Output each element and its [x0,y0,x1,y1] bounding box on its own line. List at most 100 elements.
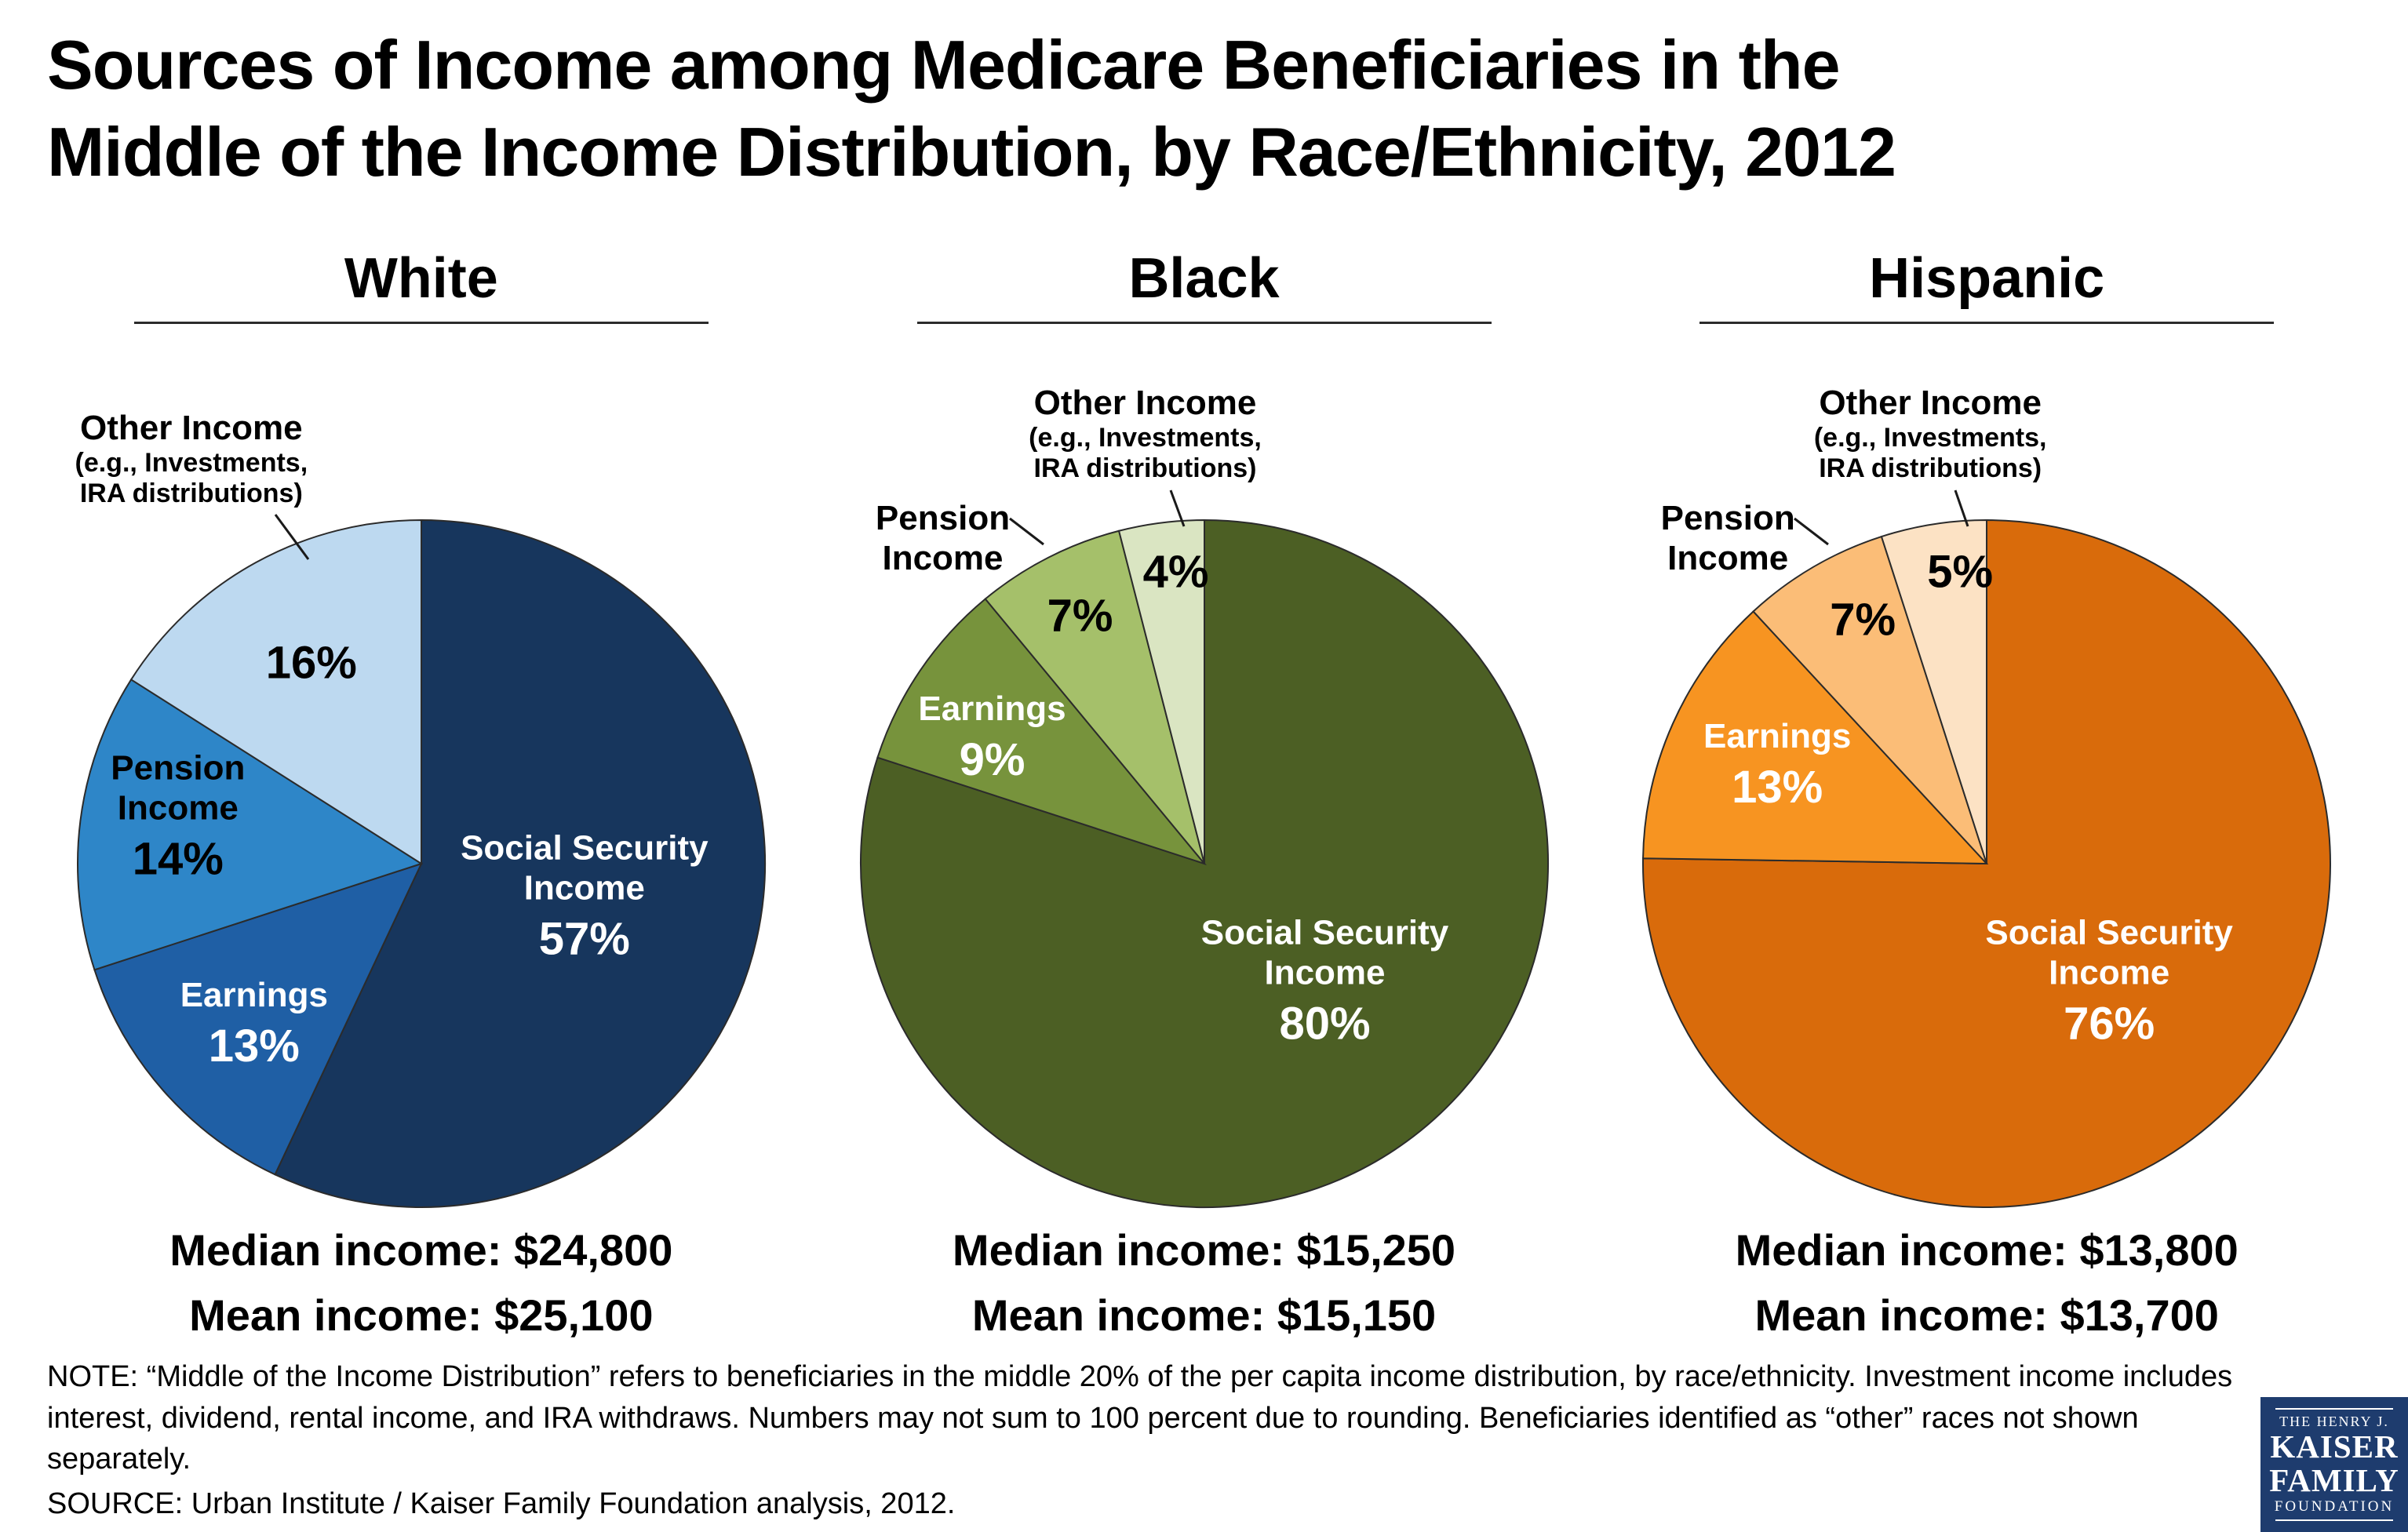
kff-logo-line1: THE HENRY J. [2279,1413,2389,1429]
hispanic-other-income-pct: 5% [1927,546,1994,598]
black-social-security-pct: 80% [1279,998,1371,1050]
white-pie-slices [76,519,766,1208]
pie-slice-other-income-e-g-investments-ira-distributions [1880,519,1988,864]
hispanic-mean-income: Mean income: $13,700 [1754,1290,2219,1340]
chart-hispanic-pie-area: Other Income (e.g., Investments, IRA dis… [1596,324,2377,1210]
chart-black: Black Other Income (e.g., Investments, I… [813,246,1596,1355]
pie-slice-social-security-income [1642,519,2332,1208]
other-income-label-sub1: (e.g., Investments, [1029,422,1262,453]
hispanic-pension-income-label: Pension Income [1661,498,1795,578]
pension-label-line1: Pension [111,748,246,788]
black-income-stats: Median income: $15,250 Mean income: $15,… [813,1225,1596,1341]
pension-label-line1: Pension [1660,498,1795,537]
chart-black-pie-area: Other Income (e.g., Investments, IRA dis… [814,324,1595,1210]
other-income-label-sub2: IRA distributions) [1033,453,1257,484]
kff-logo: THE HENRY J. KAISER FAMILY FOUNDATION [2260,1397,2408,1532]
earnings-label-text: Earnings [180,975,328,1014]
white-income-stats: Median income: $24,800 Mean income: $25,… [30,1225,813,1341]
black-other-income-pct: 4% [1142,546,1209,598]
pie-slice-earnings [93,862,423,1176]
white-median-income: Median income: $24,800 [169,1225,673,1275]
kff-logo-line2: KAISER [2270,1428,2399,1465]
other-income-label-sub1: (e.g., Investments, [1813,422,2047,453]
pie-slice-earnings [876,597,1207,865]
footer: NOTE: “Middle of the Income Distribution… [47,1356,2361,1524]
earnings-label-text: Earnings [918,689,1066,728]
pie-slice-pension-income [76,678,424,971]
other-income-label-title: Other Income [80,408,303,447]
white-earnings-pct: 13% [208,1020,300,1072]
hispanic-median-income: Median income: $13,800 [1735,1225,2239,1275]
hispanic-social-security-label: Social Security Income 76% [1985,912,2232,1050]
hispanic-income-stats: Median income: $13,800 Mean income: $13,… [1595,1225,2378,1341]
white-other-income-pct: 16% [265,637,357,689]
black-earnings-label: Earnings 9% [918,689,1066,786]
other-income-label-sub1: (e.g., Investments, [75,447,308,478]
chart-white: White Other Income (e.g., Investments, I… [30,246,813,1355]
black-pension-leader-line [1008,517,1044,545]
other-income-label-title: Other Income [1033,383,1257,422]
page-title-line-1: Sources of Income among Medicare Benefic… [47,26,1841,104]
black-pension-income-pct: 7% [1047,590,1113,642]
black-other-income-leader-line [1169,489,1185,527]
hispanic-pie-chart [1642,489,2332,1208]
chart-hispanic-group-title: Hispanic [1869,246,2105,310]
social-security-label-line2: Income [2049,953,2170,992]
earnings-label-text: Earnings [1703,716,1852,755]
source-text: SOURCE: Urban Institute / Kaiser Family … [47,1487,956,1520]
white-pension-income-pct: 14% [132,833,224,885]
chart-white-group-title: White [344,246,498,310]
black-pension-income-label: Pension Income [876,498,1010,578]
page-title-line-2: Middle of the Income Distribution, by Ra… [47,112,1896,191]
chart-black-group-title: Black [1128,246,1280,310]
white-other-income-leader-line [274,513,310,560]
kff-logo-line4: FOUNDATION [2274,1498,2395,1516]
hispanic-pie-slices [1642,519,2332,1208]
social-security-label-line2: Income [1264,953,1386,992]
charts-row: White Other Income (e.g., Investments, I… [0,246,2408,1355]
white-social-security-label: Social Security Income 57% [461,828,708,965]
social-security-label-line1: Social Security [1985,913,2233,952]
hispanic-pension-income-pct: 7% [1830,594,1896,646]
chart-white-pie-area: Other Income (e.g., Investments, IRA dis… [31,324,812,1210]
white-pie-chart [76,513,766,1208]
chart-hispanic-title-underline [1699,321,2275,324]
note-text: NOTE: “Middle of the Income Distribution… [47,1360,2233,1476]
black-other-income-label: Other Income (e.g., Investments, IRA dis… [1029,383,1262,485]
chart-hispanic: Hispanic Other Income (e.g., Investments… [1595,246,2378,1355]
pension-label-line2: Income [117,788,239,828]
white-earnings-label: Earnings 13% [180,975,328,1072]
pension-label-line2: Income [1667,538,1789,577]
chart-black-title-underline [916,321,1492,324]
pie-slice-pension-income [983,529,1205,864]
hispanic-other-income-leader-line [1954,489,1969,527]
black-pie-chart [859,489,1549,1208]
black-mean-income: Mean income: $15,150 [971,1290,1437,1340]
social-security-label-line1: Social Security [1200,913,1449,952]
black-earnings-pct: 9% [959,733,1025,785]
white-social-security-pct: 57% [538,913,630,965]
white-other-income-label: Other Income (e.g., Investments, IRA dis… [75,408,308,510]
other-income-label-sub2: IRA distributions) [79,479,303,509]
chart-white-title-underline [133,321,709,324]
pension-label-line1: Pension [875,498,1011,537]
hispanic-earnings-label: Earnings 13% [1703,716,1851,813]
pie-slice-other-income-e-g-investments-ira-distributions [129,519,422,865]
kff-logo-top-rule [2275,1407,2393,1410]
black-pie-slices [859,519,1549,1208]
hispanic-social-security-pct: 76% [2064,998,2155,1050]
hispanic-pension-leader-line [1794,517,1830,545]
hispanic-earnings-pct: 13% [1732,761,1823,813]
white-mean-income: Mean income: $25,100 [189,1290,654,1340]
pie-slice-earnings [1642,610,1989,864]
pie-slice-social-security-income [274,519,766,1208]
white-pension-income-label: Pension Income 14% [111,748,245,885]
pie-slice-other-income-e-g-investments-ira-distributions [1117,519,1205,864]
social-security-label-line1: Social Security [461,828,709,868]
page-title: Sources of Income among Medicare Benefic… [0,0,2408,196]
other-income-label-title: Other Income [1819,383,2042,422]
black-social-security-label: Social Security Income 80% [1201,912,1448,1050]
pie-slice-pension-income [1752,535,1988,864]
hispanic-other-income-label: Other Income (e.g., Investments, IRA dis… [1814,383,2047,485]
